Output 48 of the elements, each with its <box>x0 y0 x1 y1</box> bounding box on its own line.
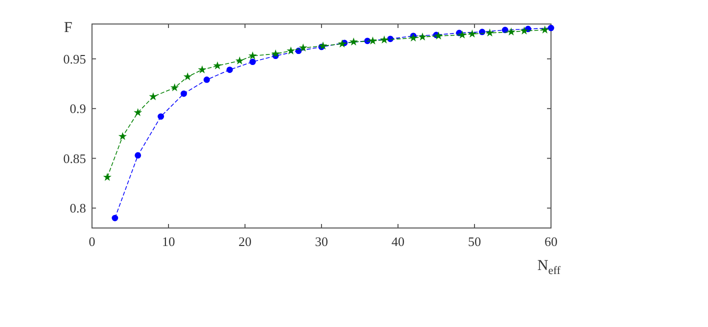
point <box>468 30 476 38</box>
point <box>548 24 554 32</box>
point <box>183 72 192 80</box>
point <box>103 172 112 181</box>
point <box>180 90 187 97</box>
point <box>158 113 164 120</box>
point <box>298 43 308 52</box>
point <box>170 83 179 92</box>
point <box>226 66 233 73</box>
x-tick-label: 60 <box>544 234 558 249</box>
point <box>520 26 528 35</box>
x-tick-label: 30 <box>315 234 328 249</box>
point <box>286 46 296 54</box>
y-tick-label: 0.95 <box>63 51 86 66</box>
point <box>204 76 210 83</box>
point <box>271 49 280 58</box>
point <box>148 92 158 100</box>
point <box>458 30 466 39</box>
point <box>198 65 206 74</box>
x-tick-label: 0 <box>88 234 96 249</box>
x-tick-label: 20 <box>238 234 252 249</box>
point <box>507 28 516 36</box>
point <box>213 61 222 70</box>
y-tick-label: 0.85 <box>63 150 86 166</box>
point <box>134 108 142 116</box>
point <box>112 214 118 222</box>
point <box>368 36 377 44</box>
point <box>248 51 257 60</box>
point <box>338 39 346 48</box>
x-tick-label: 10 <box>162 234 175 249</box>
y-axis-title: F <box>64 20 72 36</box>
point <box>486 28 494 37</box>
point <box>434 32 443 40</box>
point <box>540 26 550 34</box>
x-tick-label: 40 <box>392 234 404 249</box>
point <box>409 34 418 42</box>
y-tick-label: 0.9 <box>70 101 86 116</box>
point <box>249 58 256 65</box>
point <box>418 32 427 41</box>
point <box>349 37 358 46</box>
point <box>380 35 388 44</box>
x-tick-label: 50 <box>468 234 481 249</box>
point <box>235 56 244 64</box>
x-axis-title: N$_{eff}$ <box>537 258 561 277</box>
point <box>134 152 142 159</box>
y-tick-label: 0.8 <box>70 200 86 216</box>
point <box>318 41 328 50</box>
point <box>118 132 127 140</box>
